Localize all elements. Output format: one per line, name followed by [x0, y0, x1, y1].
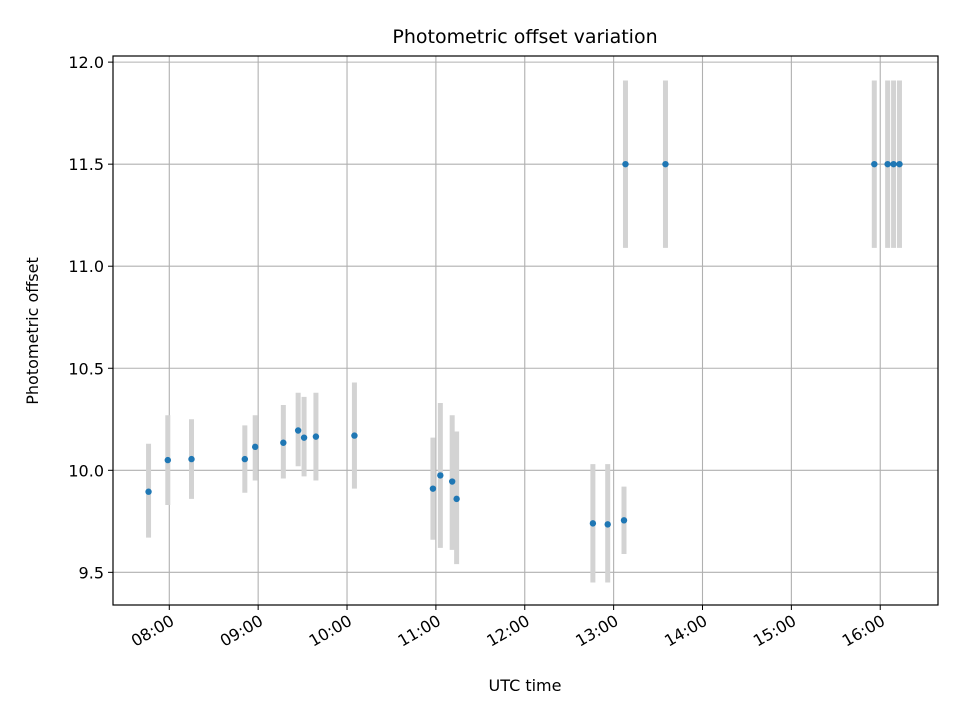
data-point	[896, 160, 903, 168]
data-point	[589, 520, 597, 527]
data-point	[437, 472, 444, 479]
data-point	[280, 439, 287, 446]
plot-frame	[112, 55, 939, 606]
data-point	[453, 495, 460, 503]
data-point	[188, 455, 195, 463]
x-axis-title: UTC time	[489, 676, 562, 695]
data-point	[312, 433, 320, 440]
data-point	[241, 455, 249, 463]
grid	[113, 56, 938, 605]
chart-title: Photometric offset variation	[392, 26, 657, 48]
y-tick-label: 10.5	[68, 359, 104, 378]
y-axis-title: Photometric offset	[23, 257, 42, 405]
y-tick-label: 12.0	[68, 53, 104, 72]
y-axis: 9.5 10.0 10.5 11.0 11.5 12.0	[68, 53, 113, 582]
data-points	[145, 160, 903, 528]
y-tick-label: 10.0	[68, 461, 104, 480]
data-point	[448, 478, 456, 485]
data-point	[145, 488, 152, 495]
data-point	[429, 485, 437, 492]
y-tick-label: 9.5	[79, 563, 104, 582]
data-point	[890, 160, 897, 168]
data-point	[300, 434, 308, 441]
data-point	[351, 432, 358, 439]
data-point	[871, 160, 878, 168]
data-point	[251, 443, 259, 451]
data-point	[164, 456, 172, 464]
y-tick-label: 11.5	[68, 155, 104, 174]
data-point	[662, 160, 669, 168]
data-point	[884, 160, 891, 168]
data-point	[620, 517, 628, 524]
data-point	[622, 160, 629, 168]
y-tick-label: 11.0	[68, 257, 104, 276]
data-point	[604, 521, 611, 528]
data-point	[294, 427, 302, 434]
